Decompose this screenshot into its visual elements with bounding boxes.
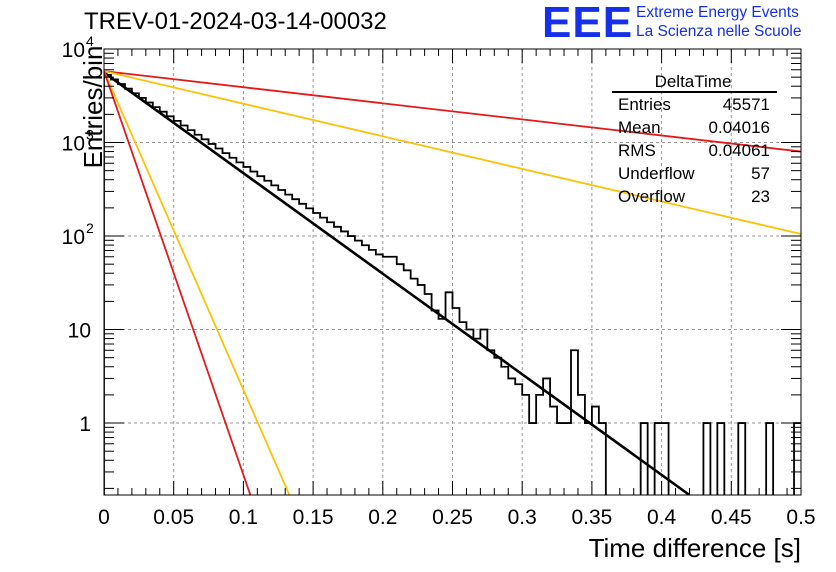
y-tick-label: 10 (62, 133, 85, 156)
x-tick-label: 0.15 (293, 506, 334, 529)
x-tick-label: 0.35 (571, 506, 612, 529)
x-tick-label: 0.45 (711, 506, 752, 529)
stats-label: RMS (618, 141, 656, 160)
stats-label: Entries (618, 95, 671, 114)
fit-curves (104, 70, 801, 495)
y-tick-label: 10 (62, 226, 85, 249)
x-tick-label: 0.3 (508, 506, 537, 529)
stats-value: 0.04016 (709, 118, 770, 137)
fit-curve-2 (104, 70, 801, 153)
x-tick-label: 0.2 (368, 506, 397, 529)
x-tick-label: 0.4 (647, 506, 677, 529)
stats-value: 23 (751, 187, 770, 206)
stats-box-title: DeltaTime (655, 72, 732, 91)
y-tick-exponent: 3 (86, 127, 94, 143)
stats-label: Mean (618, 118, 661, 137)
plot-title: TREV-01-2024-03-14-00032 (84, 8, 387, 35)
stats-box: DeltaTime Entries 45571 Mean 0.04016 RMS 0.04… (612, 72, 777, 206)
y-tick-label: 10 (68, 320, 91, 343)
fit-curve-4 (104, 70, 291, 495)
stats-value: 57 (751, 164, 770, 183)
x-tick-label: 0.5 (786, 506, 815, 529)
eee-logo-text: Extreme Energy Events La Scienza nelle S… (636, 3, 801, 41)
y-tick-label: 10 (62, 39, 85, 62)
fit-curve-3 (104, 70, 801, 235)
fit-curve-5 (104, 70, 252, 495)
x-axis-label: Time difference [s] (589, 533, 801, 563)
histogram-bars (104, 73, 801, 495)
logo-line-2: La Scienza nelle Scuole (636, 23, 802, 40)
axis-ticks: 0 0.05 0.1 0.15 0.2 0.25 0.3 0.35 0.4 0.45 0.5 1 10 1… (62, 33, 816, 529)
stats-value: 45571 (723, 95, 770, 114)
y-axis-label: Entries/bin (78, 46, 108, 169)
stats-value: 0.04061 (709, 141, 770, 160)
stats-label: Overflow (618, 187, 686, 206)
fit-curve-1 (104, 71, 691, 495)
eee-logo-mark: EEE (542, 0, 634, 47)
x-tick-label: 0.05 (153, 506, 194, 529)
x-tick-label: 0.1 (229, 506, 258, 529)
x-tick-label: 0 (98, 506, 110, 529)
stats-label: Underflow (618, 164, 695, 183)
grid-lines (104, 49, 801, 495)
y-tick-exponent: 2 (86, 220, 94, 236)
y-tick-label: 1 (79, 413, 91, 436)
histogram-outline (104, 73, 801, 495)
logo-line-1: Extreme Energy Events (636, 4, 799, 21)
y-tick-exponent: 4 (86, 33, 94, 49)
x-tick-label: 0.25 (432, 506, 473, 529)
